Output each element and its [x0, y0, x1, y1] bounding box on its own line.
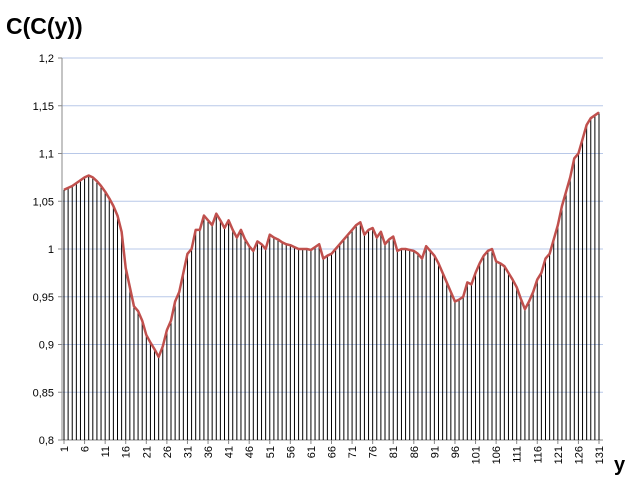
y-tick-label: 1,1	[39, 149, 54, 161]
x-tick-label: 101	[471, 446, 483, 464]
x-tick-label: 56	[285, 446, 297, 458]
x-tick-label: 61	[306, 446, 318, 458]
x-tick-label: 111	[512, 446, 524, 463]
x-tick-label: 126	[573, 446, 585, 464]
x-tick-label: 76	[368, 446, 380, 458]
y-tick-label: 1,2	[39, 53, 54, 65]
y-tick-label: 1,15	[33, 101, 54, 113]
y-tick-label: 1	[48, 244, 54, 256]
x-tick-label: 11	[100, 446, 112, 457]
x-axis-label: y	[614, 454, 626, 476]
y-tick-label: 0,9	[39, 340, 54, 352]
x-tick-label: 26	[162, 446, 174, 458]
y-tick-label: 0,95	[33, 292, 54, 304]
y-tick-label: 0,8	[39, 435, 54, 447]
chart-title: C(C(y))	[6, 13, 83, 39]
x-tick-label: 96	[450, 446, 462, 458]
x-tick-label: 81	[388, 446, 400, 458]
x-tick-label: 106	[491, 446, 503, 464]
x-tick-label: 16	[121, 446, 133, 458]
series-line	[63, 111, 600, 359]
x-tick-label: 131	[594, 446, 606, 464]
x-tick-label: 36	[203, 446, 215, 458]
x-tick-label: 46	[244, 446, 256, 458]
x-tick-label: 31	[182, 446, 194, 458]
x-tick-label: 71	[347, 446, 359, 458]
x-tick-label: 121	[553, 446, 565, 464]
x-tick-label: 86	[409, 446, 421, 458]
x-tick-label: 91	[429, 446, 441, 458]
y-tick-label: 0,85	[33, 387, 54, 399]
x-tick-label: 116	[532, 446, 544, 464]
x-tick-label: 21	[141, 446, 153, 458]
x-tick-label: 6	[80, 446, 92, 452]
y-tick-label: 1,05	[33, 196, 54, 208]
x-tick-label: 51	[265, 446, 277, 458]
x-tick-label: 1	[59, 446, 71, 452]
x-tick-label: 41	[224, 446, 236, 458]
x-tick-label: 66	[327, 446, 339, 458]
